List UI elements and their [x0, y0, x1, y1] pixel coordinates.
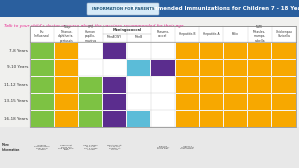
Text: Chickenpox
Varicella: Chickenpox Varicella: [275, 30, 292, 38]
Bar: [248, 43, 271, 58]
Text: Tdap
Tetanus,
diphtheria,
pertussis: Tdap Tetanus, diphtheria, pertussis: [58, 25, 74, 43]
Bar: [176, 94, 199, 110]
Bar: [30, 26, 296, 127]
Bar: [272, 111, 295, 127]
Text: MenB: MenB: [135, 34, 143, 38]
Bar: [224, 43, 247, 58]
Bar: [272, 59, 295, 75]
FancyBboxPatch shape: [0, 0, 299, 17]
Bar: [151, 59, 175, 75]
Bar: [55, 111, 78, 127]
Text: Flu
(influenza): Flu (influenza): [34, 30, 50, 38]
FancyBboxPatch shape: [87, 3, 159, 15]
Bar: [55, 76, 78, 93]
Text: Pneumo
vaccine for
some kids: Pneumo vaccine for some kids: [157, 146, 169, 149]
Bar: [224, 94, 247, 110]
Bar: [79, 94, 102, 110]
Text: Pneumo-
coccal: Pneumo- coccal: [156, 30, 170, 38]
Text: Talk to your child's doctor or nurse about the vaccines recommended for their ag: Talk to your child's doctor or nurse abo…: [4, 24, 185, 28]
Bar: [200, 43, 223, 58]
Bar: [248, 59, 271, 75]
Text: Hep B 3
doses if not
done before: Hep B 3 doses if not done before: [181, 146, 194, 149]
Bar: [79, 76, 102, 93]
Text: Meningococcal: Meningococcal: [112, 28, 141, 32]
Bar: [248, 94, 271, 110]
Text: Hepatitis B: Hepatitis B: [179, 32, 196, 36]
Bar: [127, 59, 150, 75]
Bar: [200, 76, 223, 93]
Text: 11-12 Years: 11-12 Years: [4, 82, 28, 87]
Bar: [272, 94, 295, 110]
Text: MenACWY: MenACWY: [107, 34, 122, 38]
Text: 13-15 Years: 13-15 Years: [4, 99, 28, 103]
Bar: [248, 76, 271, 93]
Bar: [55, 94, 78, 110]
Bar: [30, 26, 296, 127]
Text: Influenza
vaccine every
year for all
children: Influenza vaccine every year for all chi…: [34, 145, 50, 150]
Bar: [55, 59, 78, 75]
Text: MenACWY at
11-12 yrs,
booster at
16 yrs: MenACWY at 11-12 yrs, booster at 16 yrs: [107, 145, 122, 150]
Bar: [176, 59, 199, 75]
Bar: [30, 43, 54, 58]
Bar: [224, 59, 247, 75]
Text: Tdap if not
given yet,
one dose only
Tdap: Tdap if not given yet, one dose only Tda…: [59, 145, 74, 150]
Text: Hepatitis A: Hepatitis A: [203, 32, 219, 36]
Bar: [200, 94, 223, 110]
Bar: [103, 76, 126, 93]
Bar: [79, 111, 102, 127]
Bar: [224, 111, 247, 127]
Bar: [248, 111, 271, 127]
Text: More
Information: More Information: [2, 143, 20, 152]
Bar: [200, 111, 223, 127]
Bar: [30, 76, 54, 93]
Bar: [224, 76, 247, 93]
Bar: [30, 59, 54, 75]
Bar: [127, 111, 150, 127]
Text: 9-10 Years: 9-10 Years: [7, 66, 28, 70]
Bar: [30, 111, 54, 127]
Text: HPV
Human
papillo-
mavirus: HPV Human papillo- mavirus: [84, 25, 97, 43]
Text: INFORMATION FOR PARENTS: INFORMATION FOR PARENTS: [92, 7, 154, 11]
Bar: [0, 127, 299, 168]
Bar: [176, 111, 199, 127]
Text: 2019 Recommended Immunizations for Children 7 - 18 Years Old: 2019 Recommended Immunizations for Child…: [120, 6, 299, 11]
Text: HPV: 2 doses
at 11-12
yrs; 3 doses
if older: HPV: 2 doses at 11-12 yrs; 3 doses if ol…: [83, 145, 98, 150]
Bar: [176, 76, 199, 93]
Bar: [176, 43, 199, 58]
Text: 16-18 Years: 16-18 Years: [4, 116, 28, 120]
Bar: [103, 111, 126, 127]
Bar: [55, 43, 78, 58]
Text: MMR
Measles,
mumps,
rubella: MMR Measles, mumps, rubella: [253, 25, 266, 43]
Bar: [200, 59, 223, 75]
Bar: [103, 43, 126, 58]
Text: 7-8 Years: 7-8 Years: [9, 49, 28, 52]
Bar: [272, 43, 295, 58]
Text: Polio: Polio: [232, 32, 239, 36]
Bar: [30, 94, 54, 110]
Bar: [103, 94, 126, 110]
Bar: [272, 76, 295, 93]
